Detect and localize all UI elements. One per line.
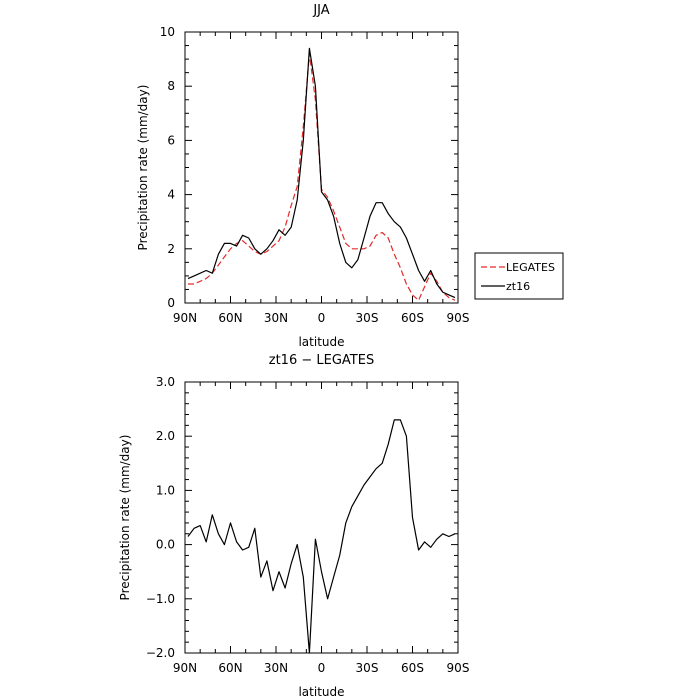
chart1-y-tick-label: 8 (167, 79, 175, 93)
chart1-x-tick-label: 60N (218, 311, 242, 325)
chart1-legend: LEGATES zt16 (474, 252, 564, 300)
chart2-x-tick-label: 30S (356, 661, 379, 675)
chart2-x-tick-label: 0 (318, 661, 326, 675)
chart1-series-line-zt16 (187, 47, 456, 299)
chart2-panel: 90N 60N 30N 0 30S 60S 90S −2.0 −1.0 0.0 1.0 2.0 3.0 z… (118, 353, 469, 699)
chart2-x-tick-label: 30N (264, 661, 288, 675)
legend-box (474, 252, 564, 300)
chart2-plot-frame (184, 381, 459, 654)
chart2-x-tick-label: 90S (447, 661, 470, 675)
chart1-x-tick-label: 90N (173, 311, 197, 325)
chart2-x-tick-label: 60N (218, 661, 242, 675)
chart1-panel: 90N 60N 30N 0 30S 60S 90S 0 2 4 6 8 10 JJA latitude Pre… (136, 3, 564, 349)
chart1-x-tick-label: 60S (401, 311, 424, 325)
chart1-y-tick-label: 4 (167, 188, 175, 202)
legend-label: LEGATES (506, 261, 555, 274)
chart1-x-axis-title: latitude (298, 335, 344, 349)
chart2-x-tick-label: 60S (401, 661, 424, 675)
chart1-series-line-legates (188, 53, 456, 301)
chart1-plot-frame (184, 31, 459, 304)
chart1-x-tick-label: 30N (264, 311, 288, 325)
chart2-x-tick-label: 90N (173, 661, 197, 675)
chart2-y-tick-label: 0.0 (156, 538, 175, 552)
chart1-x-tick-label: 90S (447, 311, 470, 325)
chart1-y-axis-title: Precipitation rate (mm/day) (136, 85, 150, 251)
chart2-y-tick-label: −1.0 (146, 592, 175, 606)
chart2-y-axis-title: Precipitation rate (mm/day) (118, 435, 132, 601)
chart2-title: zt16 − LEGATES (269, 353, 374, 368)
chart1-title: JJA (312, 3, 329, 18)
chart2-y-tick-label: 1.0 (156, 483, 175, 497)
chart2-x-axis-title: latitude (298, 685, 344, 699)
chart2-series-line-series-1 (187, 419, 456, 654)
chart1-y-tick-label: 10 (160, 25, 175, 39)
chart1-y-tick-label: 0 (167, 296, 175, 310)
legend-label: zt16 (506, 280, 530, 293)
chart2-y-tick-label: 3.0 (156, 375, 175, 389)
chart2-y-tick-label: 2.0 (156, 429, 175, 443)
chart1-y-tick-label: 6 (167, 133, 175, 147)
chart1-y-tick-label: 2 (167, 242, 175, 256)
chart1-x-tick-label: 30S (356, 311, 379, 325)
chart1-x-tick-label: 0 (318, 311, 326, 325)
chart2-y-tick-label: −2.0 (146, 646, 175, 660)
